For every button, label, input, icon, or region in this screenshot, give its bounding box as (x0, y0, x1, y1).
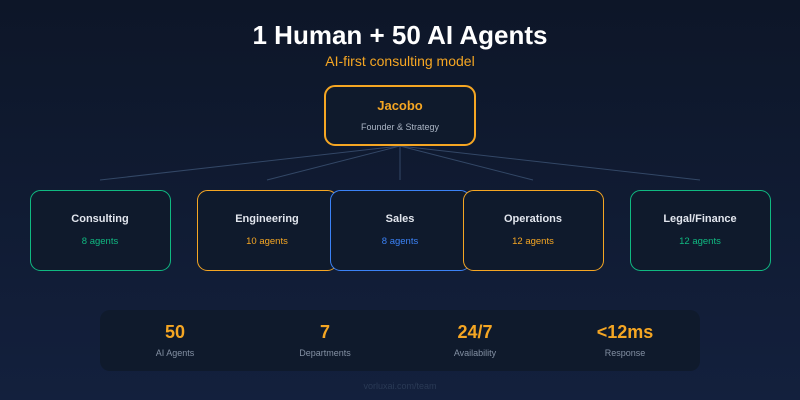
department-count: 12 agents (679, 236, 721, 247)
department-name: Consulting (71, 213, 128, 225)
stat-value: 24/7 (457, 322, 492, 342)
connector-lines (99, 145, 701, 181)
department-name: Engineering (235, 213, 299, 225)
connector-line (99, 145, 401, 181)
stat-item: <12ms Response (597, 322, 654, 358)
stat-label: Availability (454, 348, 497, 358)
title: 1 Human + 50 AI Agents (253, 20, 548, 50)
department-name: Legal/Finance (663, 213, 736, 225)
departments: Consulting 8 agents Engineering 10 agents Sa… (30, 190, 771, 271)
stat-label: AI Agents (156, 348, 195, 358)
stat-value: 50 (165, 322, 185, 342)
department-node: Engineering 10 agents (197, 190, 338, 271)
stat-label: Response (605, 348, 646, 358)
founder-node: Jacobo Founder & Strategy (324, 85, 476, 146)
department-count: 8 agents (82, 236, 119, 247)
department-node: Operations 12 agents (463, 190, 604, 271)
connector-line (399, 145, 701, 181)
connector-line (399, 145, 534, 181)
department-node: Legal/Finance 12 agents (630, 190, 771, 271)
department-name: Sales (386, 213, 415, 225)
stat-item: 24/7 Availability (454, 322, 497, 358)
department-count: 12 agents (512, 236, 554, 247)
founder-name: Jacobo (377, 98, 423, 113)
department-count: 8 agents (382, 236, 419, 247)
department-node: Sales 8 agents (330, 190, 471, 271)
stat-item: 50 AI Agents (156, 322, 195, 358)
stat-value: 7 (320, 322, 330, 342)
stat-label: Departments (299, 348, 351, 358)
department-count: 10 agents (246, 236, 288, 247)
connector-line (266, 145, 401, 181)
department-name: Operations (504, 213, 562, 225)
stats-panel: 50 AI Agents 7 Departments 24/7 Availability <… (100, 310, 700, 371)
footer-url: vorluxai.com/team (363, 381, 436, 391)
stat-value: <12ms (597, 322, 654, 342)
subtitle: AI-first consulting model (325, 53, 474, 69)
founder-role: Founder & Strategy (361, 122, 440, 132)
stat-item: 7 Departments (299, 322, 351, 358)
department-node: Consulting 8 agents (30, 190, 171, 271)
